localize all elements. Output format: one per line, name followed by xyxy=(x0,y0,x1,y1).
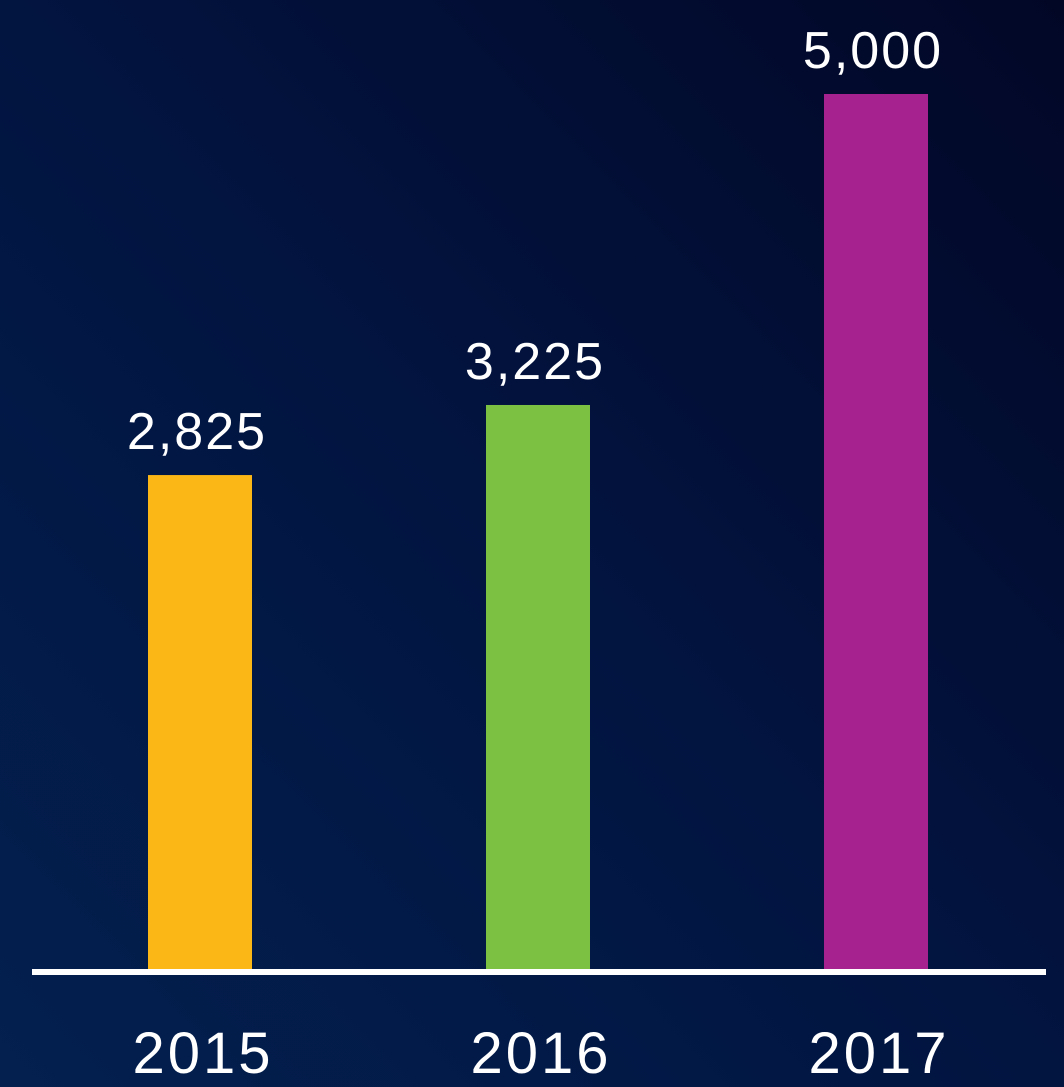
x-tick-label: 2017 xyxy=(808,1021,949,1086)
x-tick-label: 2015 xyxy=(132,1021,273,1086)
bar xyxy=(824,94,928,970)
bar xyxy=(148,475,252,970)
value-label: 2,825 xyxy=(127,403,267,461)
value-label: 3,225 xyxy=(465,333,605,391)
x-tick-label: 2016 xyxy=(470,1021,611,1086)
baseline xyxy=(32,969,1046,975)
bar xyxy=(486,404,590,971)
value-label: 5,000 xyxy=(803,22,943,80)
